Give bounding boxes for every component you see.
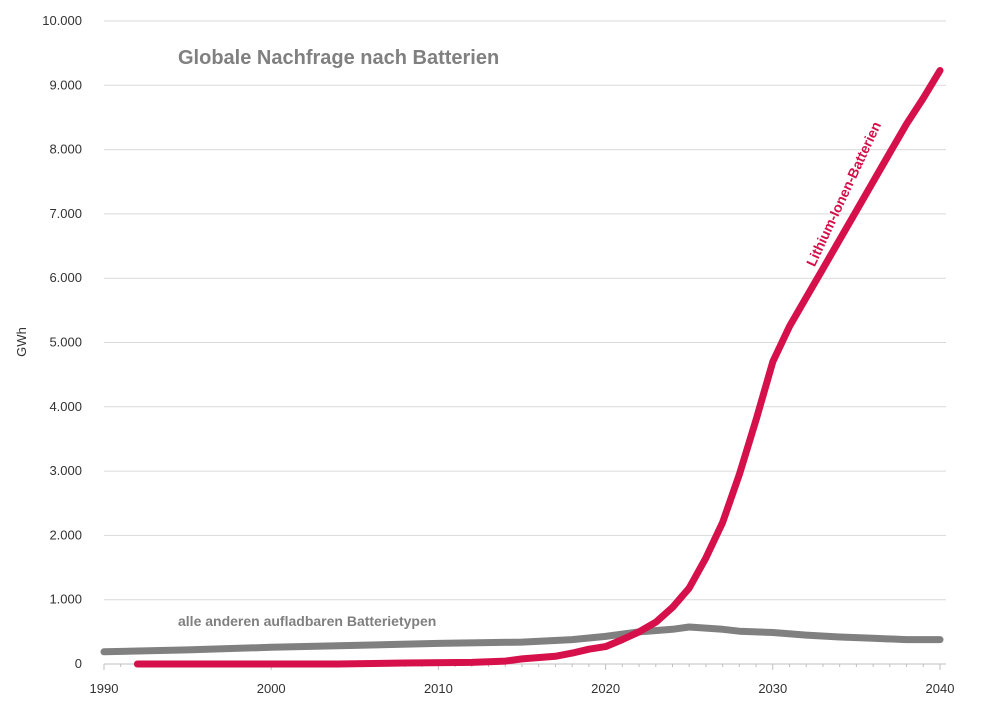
y-tick-label: 6.000: [49, 270, 82, 285]
y-tick-label: 3.000: [49, 463, 82, 478]
y-tick-label: 1.000: [49, 592, 82, 607]
x-tick-label: 2020: [591, 681, 620, 696]
x-tick-label: 1990: [90, 681, 119, 696]
axes: 0 1.000 2.000 3.000 4.000 5.000 6.000 7.000 8.00…: [42, 13, 954, 696]
x-tick-label: 2000: [257, 681, 286, 696]
y-tick-label: 8.000: [49, 142, 82, 157]
y-tick-label: 10.000: [42, 13, 82, 28]
y-tick-label: 9.000: [49, 77, 82, 92]
series-line-lithium-ion: [133, 67, 944, 668]
series-line-other-batteries: [100, 623, 944, 656]
labels: Lithium-Ionen-Batterien alle anderen aufl…: [178, 119, 884, 629]
series-label-other-batteries: alle anderen aufladbaren Batterietypen: [178, 613, 436, 629]
x-tick-label: 2010: [424, 681, 453, 696]
y-tick-label: 4.000: [49, 399, 82, 414]
series-label-lithium-ion: Lithium-Ionen-Batterien: [803, 119, 884, 269]
y-tick-label: 7.000: [49, 206, 82, 221]
x-tick-label: 2040: [926, 681, 955, 696]
y-tick-label: 2.000: [49, 527, 82, 542]
y-tick-label: 0: [75, 656, 82, 671]
y-tick-label: 5.000: [49, 335, 82, 350]
chart-title: Globale Nachfrage nach Batterien: [178, 47, 499, 69]
gridlines: [104, 20, 946, 601]
y-axis-label: GWh: [14, 327, 29, 357]
series-lines: [100, 67, 944, 668]
x-tick-label: 2030: [758, 681, 787, 696]
